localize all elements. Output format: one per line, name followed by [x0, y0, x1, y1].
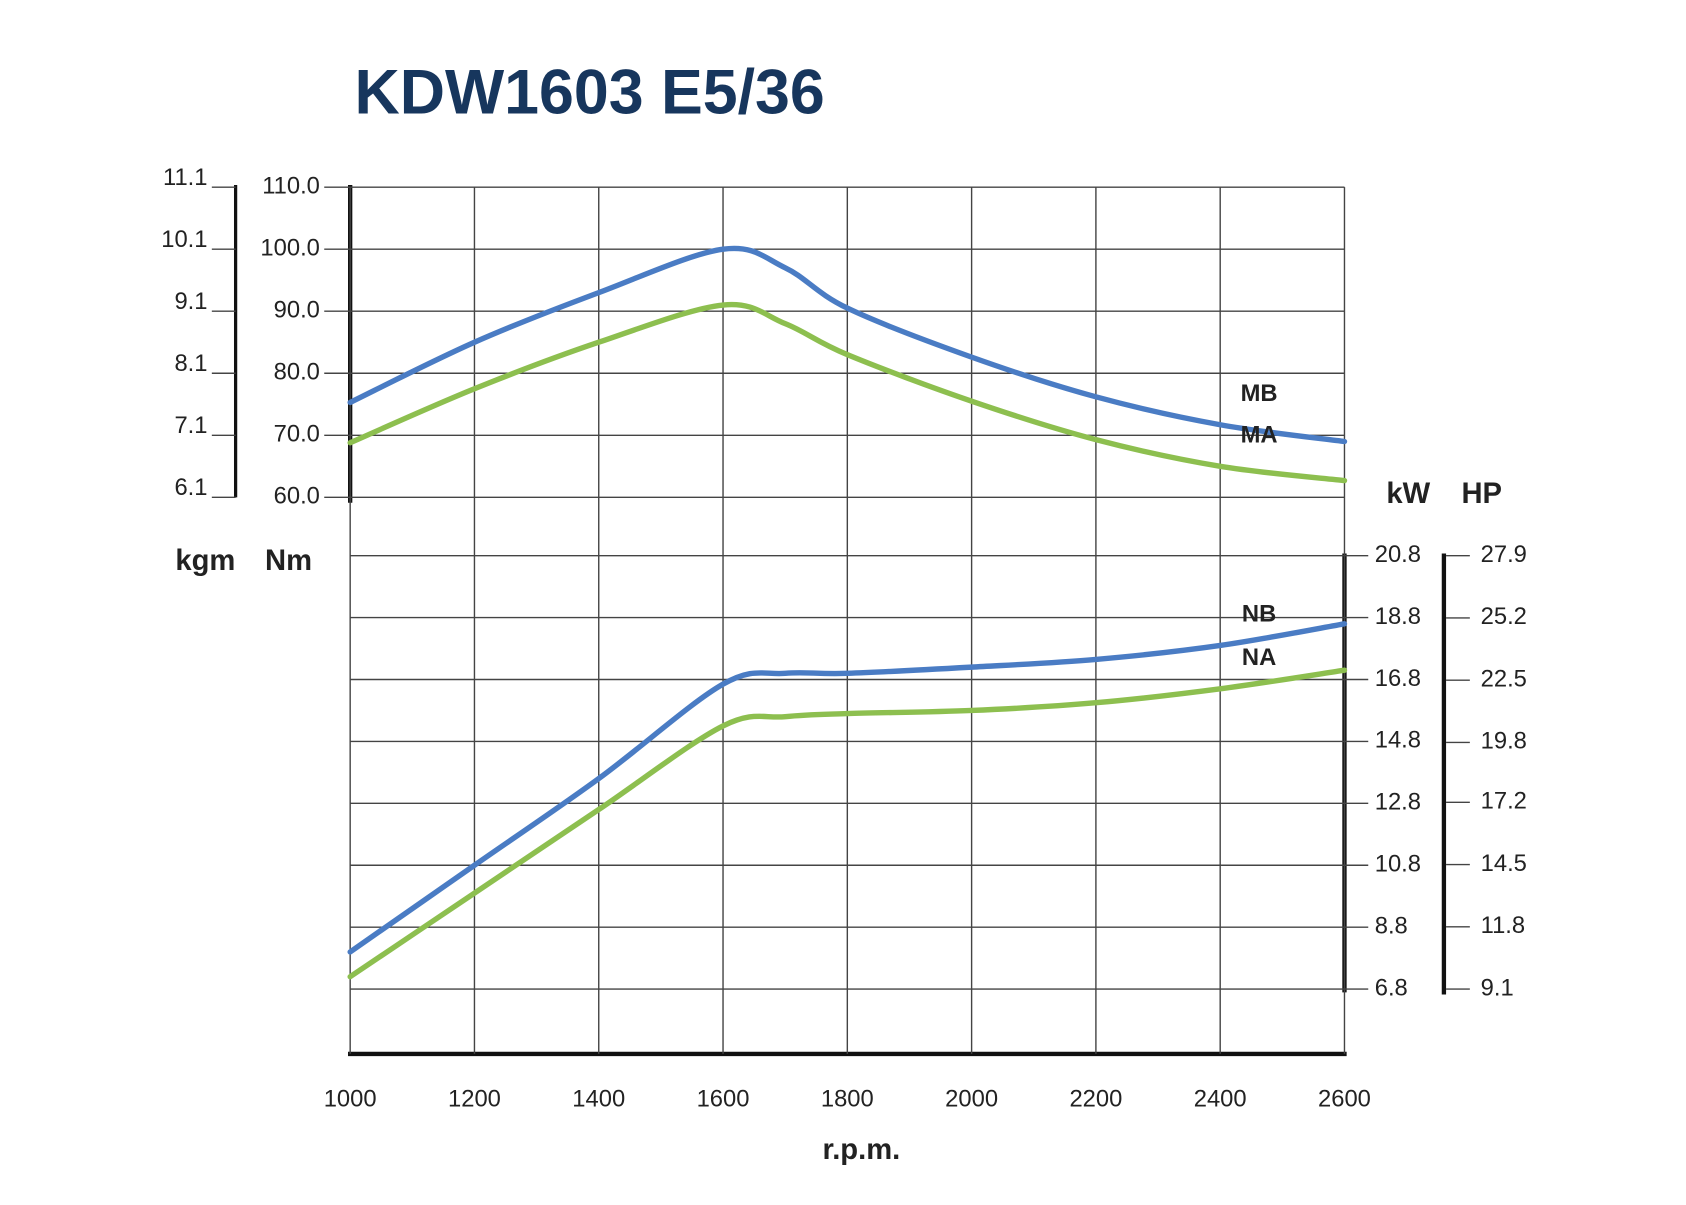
x-tick-label: 2400 — [1194, 1086, 1247, 1113]
y2-tick-label: 12.8 — [1375, 789, 1421, 816]
x-tick-label: 1400 — [572, 1086, 625, 1113]
hp-tick-label: 17.2 — [1481, 788, 1527, 815]
y2-axis-label: kW — [1386, 478, 1430, 510]
series-line — [347, 245, 1348, 445]
x-tick-label: 1800 — [821, 1086, 874, 1113]
hp-tick-label: 19.8 — [1481, 728, 1527, 755]
kgm-axis-label: kgm — [175, 545, 235, 577]
y2-tick-label: 10.8 — [1375, 851, 1421, 878]
x-tick-label: 1600 — [697, 1086, 750, 1113]
kgm-tick-label: 10.1 — [161, 226, 207, 253]
kgm-tick-label: 9.1 — [174, 288, 207, 315]
x-tick-label: 2200 — [1069, 1086, 1122, 1113]
hp-tick-label: 27.9 — [1481, 541, 1527, 568]
x-axis-label: r.p.m. — [822, 1134, 900, 1166]
y2-tick-label: 14.8 — [1375, 727, 1421, 754]
hp-axis-label: HP — [1461, 478, 1502, 510]
x-tick-label: 1200 — [448, 1086, 501, 1113]
y2-tick-label: 20.8 — [1375, 541, 1421, 568]
kgm-tick-label: 7.1 — [174, 412, 207, 439]
kgm-tick-label: 8.1 — [174, 350, 207, 377]
series-label: MA — [1241, 421, 1278, 448]
series-label: NB — [1242, 600, 1276, 627]
series-line — [347, 667, 1348, 980]
series-label: MB — [1241, 380, 1278, 407]
x-tick-label: 1000 — [324, 1086, 377, 1113]
y2-tick-label: 8.8 — [1375, 912, 1408, 939]
y2-tick-label: 6.8 — [1375, 974, 1408, 1001]
kgm-tick-label: 11.1 — [163, 164, 208, 191]
y2-tick-label: 18.8 — [1375, 603, 1421, 630]
y-tick-label: 110.0 — [262, 172, 320, 199]
hp-tick-label: 11.8 — [1481, 912, 1526, 939]
kgm-tick-label: 6.1 — [174, 474, 207, 501]
hp-tick-label: 22.5 — [1481, 665, 1527, 692]
y-tick-label: 60.0 — [274, 483, 320, 510]
hp-tick-label: 25.2 — [1481, 603, 1527, 630]
hp-tick-label: 14.5 — [1481, 850, 1527, 877]
chart-title: KDW1603 E5/36 — [354, 58, 824, 128]
series-label: NA — [1242, 644, 1276, 671]
y-axis-label: Nm — [265, 545, 312, 577]
series-line — [347, 621, 1348, 955]
hp-tick-label: 9.1 — [1481, 974, 1514, 1001]
y-tick-label: 90.0 — [274, 296, 320, 323]
series-line — [347, 301, 1348, 484]
y-tick-label: 80.0 — [274, 359, 320, 386]
y-tick-label: 70.0 — [274, 421, 320, 448]
y-tick-label: 100.0 — [260, 234, 319, 261]
y2-tick-label: 16.8 — [1375, 665, 1421, 692]
x-tick-label: 2000 — [945, 1086, 998, 1113]
x-tick-label: 2600 — [1318, 1086, 1371, 1113]
